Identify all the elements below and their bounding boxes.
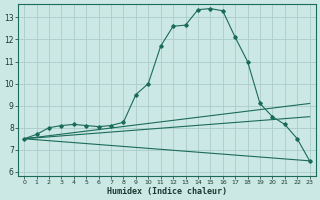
X-axis label: Humidex (Indice chaleur): Humidex (Indice chaleur): [107, 187, 227, 196]
